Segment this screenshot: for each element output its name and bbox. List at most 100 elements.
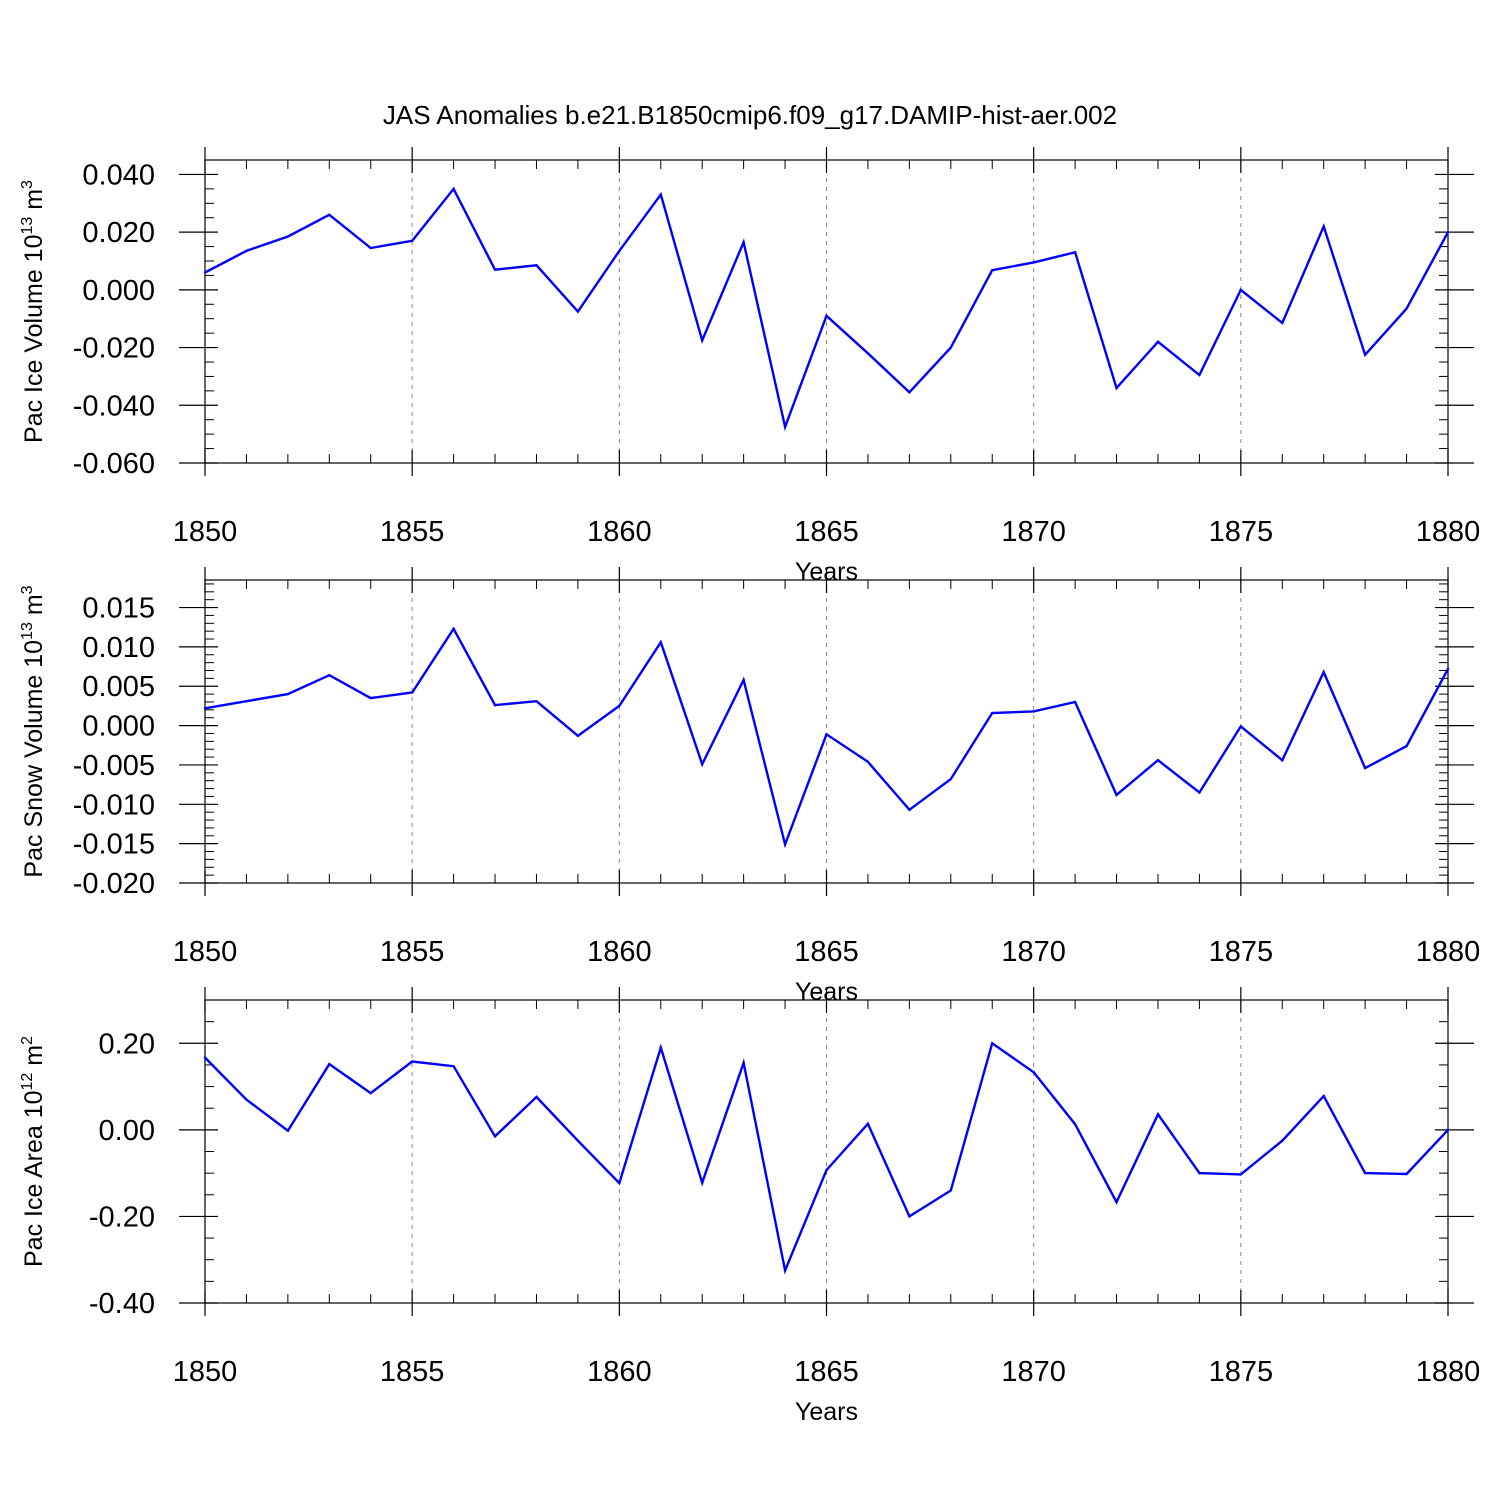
y-tick-label: -0.060 xyxy=(73,448,155,480)
data-point xyxy=(991,269,994,272)
data-point xyxy=(866,352,870,355)
x-tick-label: 1850 xyxy=(173,936,238,968)
panels: 1850 1855 1860 1865 1870 1875 1880 -0.060 -0.040… xyxy=(19,147,1480,1426)
chart-panel-2: 1850 1855 1860 1865 1870 1875 1880 -0.020 -0.015… xyxy=(19,567,1480,1006)
data-point xyxy=(1239,1173,1243,1176)
data-point xyxy=(245,700,248,703)
data-point xyxy=(908,391,911,394)
x-tick-label: 1870 xyxy=(1001,516,1066,548)
data-point xyxy=(742,678,745,682)
data-point xyxy=(1322,1094,1325,1098)
data-point xyxy=(328,1062,331,1066)
y-tick-label: -0.010 xyxy=(73,789,155,821)
y-tick-label: -0.020 xyxy=(73,333,155,365)
chart-panel-3: 1850 1855 1860 1865 1870 1875 1880 -0.40 -0.20 0.… xyxy=(19,987,1480,1426)
data-point xyxy=(1363,766,1367,770)
data-point xyxy=(991,711,994,715)
data-point xyxy=(701,339,704,342)
x-tick-label: 1875 xyxy=(1209,516,1274,548)
y-tick-label: 0.000 xyxy=(82,711,155,743)
x-tick-label: 1870 xyxy=(1001,936,1066,968)
data-point xyxy=(452,187,455,191)
data-point xyxy=(410,691,414,694)
data-point xyxy=(1405,1172,1408,1176)
chart-panel-1: 1850 1855 1860 1865 1870 1875 1880 -0.060 -0.040… xyxy=(19,147,1480,586)
y-axis-label-unit: m xyxy=(20,1045,48,1073)
data-point xyxy=(1156,1113,1160,1116)
y-tick-label: 0.005 xyxy=(82,671,155,703)
data-point xyxy=(825,733,828,736)
data-point xyxy=(369,246,372,250)
data-point xyxy=(1281,321,1284,325)
data-point xyxy=(576,1139,580,1142)
data-point xyxy=(203,707,207,710)
data-point xyxy=(576,310,580,313)
y-axis-label-unit: m xyxy=(20,189,48,217)
y-axis-label: Pac Ice Volume 1013 m3 xyxy=(19,180,48,443)
x-tick-label: 1880 xyxy=(1416,1356,1481,1388)
x-tick-label: 1865 xyxy=(794,936,859,968)
data-point xyxy=(908,808,911,812)
x-tick-label: 1875 xyxy=(1209,936,1274,968)
data-point xyxy=(991,1042,994,1045)
y-axis-label-exponent: 12 xyxy=(19,1073,36,1091)
y-tick-label: -0.015 xyxy=(73,829,155,861)
data-point xyxy=(452,627,455,630)
data-point xyxy=(1198,373,1201,377)
data-point xyxy=(1198,1171,1201,1175)
data-point xyxy=(1115,793,1118,797)
data-point xyxy=(369,696,372,700)
data-point xyxy=(245,249,248,253)
data-point xyxy=(535,1095,538,1099)
data-point xyxy=(535,264,538,267)
data-point xyxy=(949,346,952,349)
y-tick-label: 0.020 xyxy=(82,217,155,249)
data-point xyxy=(949,777,952,781)
y-axis-label-text: Pac Ice Volume 10 xyxy=(20,235,48,443)
data-point xyxy=(410,1060,414,1063)
data-point xyxy=(493,268,497,271)
data-point xyxy=(452,1065,455,1068)
y-axis-label-unit-exponent: 2 xyxy=(19,1036,36,1045)
y-tick-label: -0.040 xyxy=(73,390,155,422)
data-point xyxy=(1281,759,1284,762)
figure-title: JAS Anomalies b.e21.B1850cmip6.f09_g17.D… xyxy=(383,100,1117,130)
x-tick-label: 1850 xyxy=(173,1356,238,1388)
data-point xyxy=(1239,288,1243,292)
y-axis-label-exponent: 13 xyxy=(19,622,36,640)
x-tick-label: 1855 xyxy=(380,1356,445,1388)
data-point xyxy=(286,235,290,238)
data-point xyxy=(659,1046,662,1049)
data-point xyxy=(659,640,662,644)
data-point xyxy=(825,314,828,318)
data-point xyxy=(1115,386,1118,390)
data-point xyxy=(1363,1171,1367,1175)
data-point xyxy=(369,1091,372,1095)
data-point xyxy=(535,700,538,703)
data-point xyxy=(783,1269,787,1272)
y-axis-label: Pac Ice Area 1012 m2 xyxy=(19,1036,48,1267)
data-point xyxy=(701,1181,704,1184)
y-axis-label-text: Pac Ice Area 10 xyxy=(20,1090,48,1267)
data-point xyxy=(1322,225,1325,228)
data-point xyxy=(618,249,621,253)
data-point xyxy=(493,1135,497,1138)
data-point xyxy=(908,1215,911,1218)
x-tick-label: 1860 xyxy=(587,1356,652,1388)
data-point xyxy=(1446,230,1450,234)
data-point xyxy=(1239,725,1243,728)
y-tick-label: -0.020 xyxy=(73,868,155,900)
x-tick-label: 1880 xyxy=(1416,516,1481,548)
data-point xyxy=(1032,261,1035,264)
data-point xyxy=(286,692,290,696)
y-tick-label: -0.005 xyxy=(73,750,155,782)
data-point xyxy=(866,760,870,763)
data-point xyxy=(328,674,331,677)
y-axis-label-unit-exponent: 3 xyxy=(19,585,36,594)
data-point xyxy=(1446,1128,1450,1132)
data-point xyxy=(659,193,662,196)
data-point xyxy=(701,762,704,766)
data-point xyxy=(1198,791,1201,794)
data-point xyxy=(1115,1200,1118,1204)
data-point xyxy=(742,241,745,244)
